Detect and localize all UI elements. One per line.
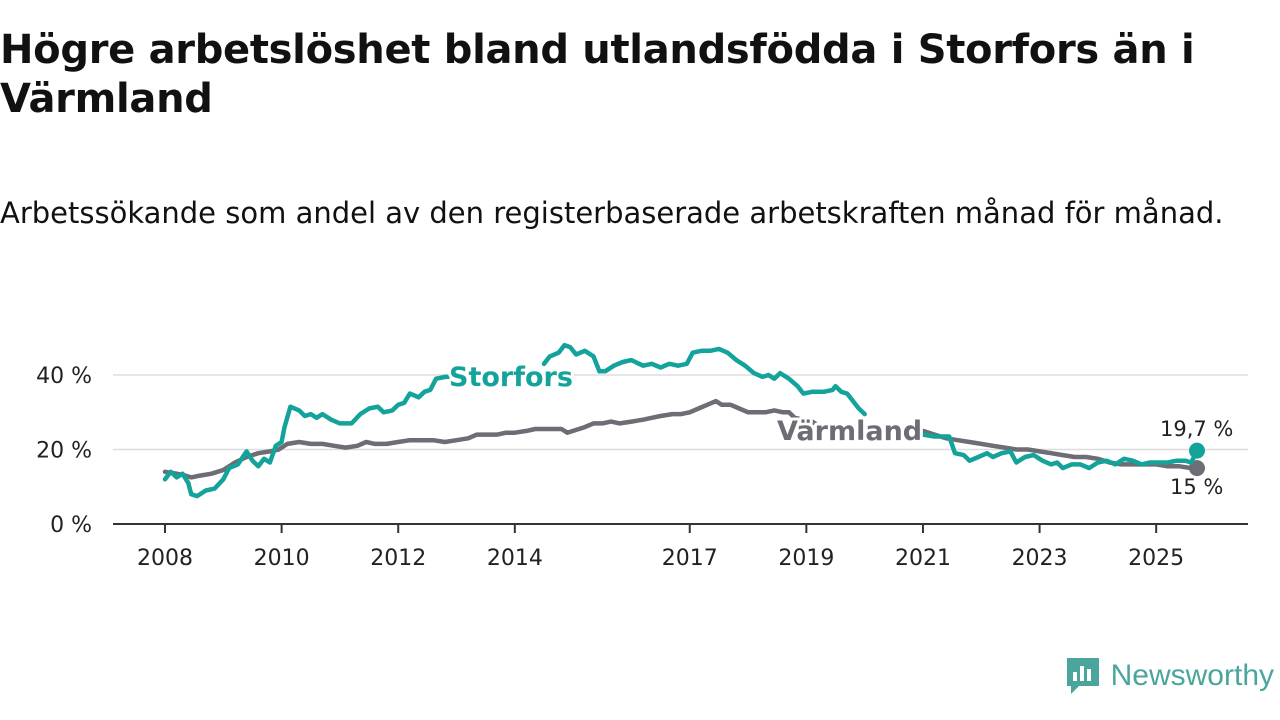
axes: 0 % 20 % 40 % 2008 2010 2012 2014 2017 2019 2021 2… <box>36 364 1248 571</box>
x-tick-label: 2010 <box>254 546 310 571</box>
x-tick-label: 2014 <box>487 546 543 571</box>
end-label-varmland: 15 % <box>1170 475 1223 499</box>
x-tick-label: 2008 <box>137 546 193 571</box>
end-point <box>1189 460 1205 477</box>
x-tick-label: 2012 <box>370 546 426 571</box>
y-tick-label: 20 % <box>36 439 92 464</box>
chart-subtitle: Arbetssökande som andel av den registerb… <box>0 196 1224 230</box>
grid <box>113 374 1248 451</box>
x-tick-label: 2025 <box>1128 546 1184 571</box>
y-tick-label: 40 % <box>36 364 92 389</box>
series-label-varmland: Värmland <box>777 416 922 447</box>
series-line-storfors <box>541 342 867 417</box>
x-tick-label: 2021 <box>895 546 951 571</box>
brand-name: Newsworthy <box>1110 659 1274 692</box>
chart-title: Högre arbetslöshet bland utlandsfödda i … <box>0 27 1195 122</box>
bar-chart-speech-bubble-icon <box>1066 658 1099 694</box>
x-tick-label: 2017 <box>662 546 718 571</box>
end-label-storfors: 19,7 % <box>1160 417 1233 441</box>
line-chart: 0 % 20 % 40 % 2008 2010 2012 2014 2017 2019 2021 2… <box>36 342 1248 571</box>
labels: Storfors Värmland 19,7 % 15 % <box>446 359 1236 502</box>
series-line-storfors <box>920 432 1200 471</box>
end-point <box>1189 442 1205 459</box>
series-line-storfors <box>162 370 483 499</box>
series-group <box>162 342 1205 499</box>
series-line-varmland <box>162 398 830 480</box>
brand: Newsworthy <box>1065 656 1274 696</box>
series-label-storfors: Storfors <box>449 362 573 393</box>
y-tick-label: 0 % <box>50 513 92 538</box>
x-tick-label: 2023 <box>1012 546 1068 571</box>
x-tick-label: 2019 <box>778 546 834 571</box>
